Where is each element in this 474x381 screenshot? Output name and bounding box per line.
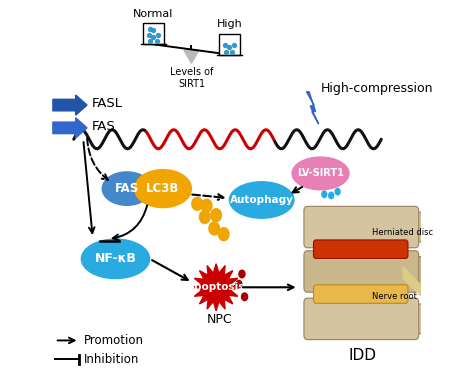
- Ellipse shape: [292, 157, 349, 190]
- Ellipse shape: [201, 199, 212, 212]
- Text: IDD: IDD: [348, 348, 376, 363]
- Ellipse shape: [192, 197, 202, 210]
- Polygon shape: [53, 95, 87, 115]
- Text: FASL: FASL: [92, 97, 123, 110]
- Text: Levels of
SIRT1: Levels of SIRT1: [170, 67, 213, 89]
- Ellipse shape: [242, 293, 247, 301]
- Polygon shape: [184, 50, 199, 63]
- Ellipse shape: [229, 182, 294, 218]
- Text: LC3B: LC3B: [146, 182, 180, 195]
- Ellipse shape: [211, 209, 221, 222]
- Ellipse shape: [322, 191, 327, 197]
- Text: Herniated disc: Herniated disc: [372, 228, 433, 237]
- Ellipse shape: [236, 280, 242, 288]
- Text: Apoptosis: Apoptosis: [187, 282, 246, 292]
- Ellipse shape: [102, 172, 152, 205]
- Text: High-compression: High-compression: [320, 82, 433, 94]
- FancyBboxPatch shape: [219, 34, 240, 54]
- Text: LV-SIRT1: LV-SIRT1: [297, 168, 344, 178]
- Ellipse shape: [200, 211, 210, 224]
- Text: FAS: FAS: [115, 182, 139, 195]
- Ellipse shape: [219, 228, 229, 241]
- Text: High: High: [217, 19, 242, 29]
- Text: Nerve root: Nerve root: [372, 292, 417, 301]
- Ellipse shape: [82, 239, 150, 279]
- FancyBboxPatch shape: [143, 24, 164, 44]
- Text: Autophagy: Autophagy: [230, 195, 293, 205]
- Text: FAS: FAS: [92, 120, 116, 133]
- Ellipse shape: [239, 270, 245, 278]
- Text: NPC: NPC: [207, 313, 233, 326]
- Polygon shape: [53, 118, 87, 138]
- Ellipse shape: [135, 170, 191, 208]
- Text: Normal: Normal: [133, 9, 173, 19]
- Polygon shape: [192, 264, 240, 311]
- Ellipse shape: [328, 192, 334, 199]
- Text: NF-κB: NF-κB: [95, 252, 137, 265]
- Text: Inhibition: Inhibition: [84, 353, 139, 366]
- Text: Promotion: Promotion: [84, 334, 144, 347]
- Polygon shape: [307, 92, 319, 124]
- Ellipse shape: [209, 222, 219, 235]
- Ellipse shape: [335, 189, 340, 195]
